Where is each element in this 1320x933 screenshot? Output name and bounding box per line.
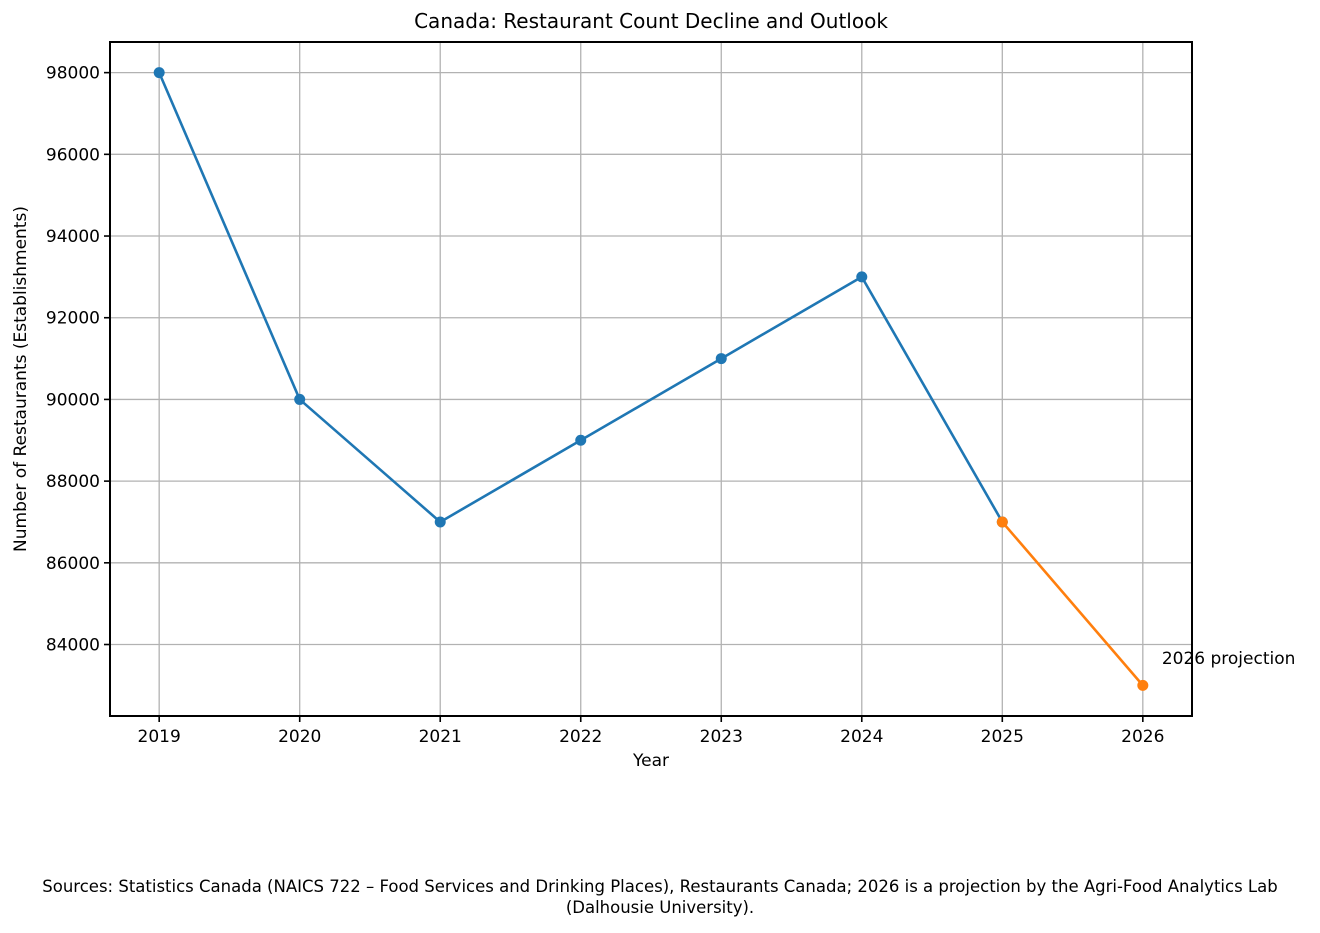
x-tick-label: 2021 xyxy=(419,727,462,747)
gridlines xyxy=(110,42,1192,716)
y-tick-label: 90000 xyxy=(46,390,100,410)
source-caption-line-2: (Dalhousie University). xyxy=(565,898,755,917)
y-axis-label: Number of Restaurants (Establishments) xyxy=(11,206,31,552)
y-tick-label: 98000 xyxy=(46,64,100,84)
source-caption-line-1: Sources: Statistics Canada (NAICS 722 – … xyxy=(42,877,1278,896)
y-tick-label: 92000 xyxy=(46,309,100,329)
y-tick-label: 94000 xyxy=(46,227,100,247)
y-tick-label: 86000 xyxy=(46,554,100,574)
x-tick-label: 2025 xyxy=(981,727,1024,747)
data-point-historical-2021 xyxy=(434,516,446,528)
data-point-historical-2024 xyxy=(856,271,868,283)
annotation-2026-projection: 2026 projection xyxy=(1161,649,1296,670)
data-point-historical-2022 xyxy=(575,434,587,446)
x-tick-label: 2023 xyxy=(700,727,743,747)
x-tick-label: 2020 xyxy=(278,727,321,747)
data-point-projection-2026 xyxy=(1137,679,1149,691)
x-axis-label: Year xyxy=(633,751,669,771)
source-caption: Sources: Statistics Canada (NAICS 722 – … xyxy=(0,876,1320,918)
axis-ticks: 2019 2020 2021 2022 2023 2024 2025 2026 84000 860… xyxy=(46,64,1165,747)
plot-border xyxy=(109,41,1193,717)
chart-title: Canada: Restaurant Count Decline and Out… xyxy=(414,9,888,33)
series-line-projection xyxy=(1000,520,1145,687)
y-tick-label: 88000 xyxy=(46,472,100,492)
x-tick-label: 2024 xyxy=(840,727,883,747)
data-point-projection-2025 xyxy=(996,516,1008,528)
data-point-historical-2023 xyxy=(715,353,727,365)
data-point-historical-2020 xyxy=(294,393,306,405)
x-tick-label: 2022 xyxy=(559,727,602,747)
x-tick-label: 2019 xyxy=(138,727,181,747)
y-tick-label: 84000 xyxy=(46,636,100,656)
axes-spines xyxy=(109,41,1193,717)
data-series xyxy=(153,67,1149,691)
data-point-historical-2019 xyxy=(153,67,165,79)
x-tick-label: 2026 xyxy=(1121,727,1164,747)
y-tick-label: 96000 xyxy=(46,145,100,165)
